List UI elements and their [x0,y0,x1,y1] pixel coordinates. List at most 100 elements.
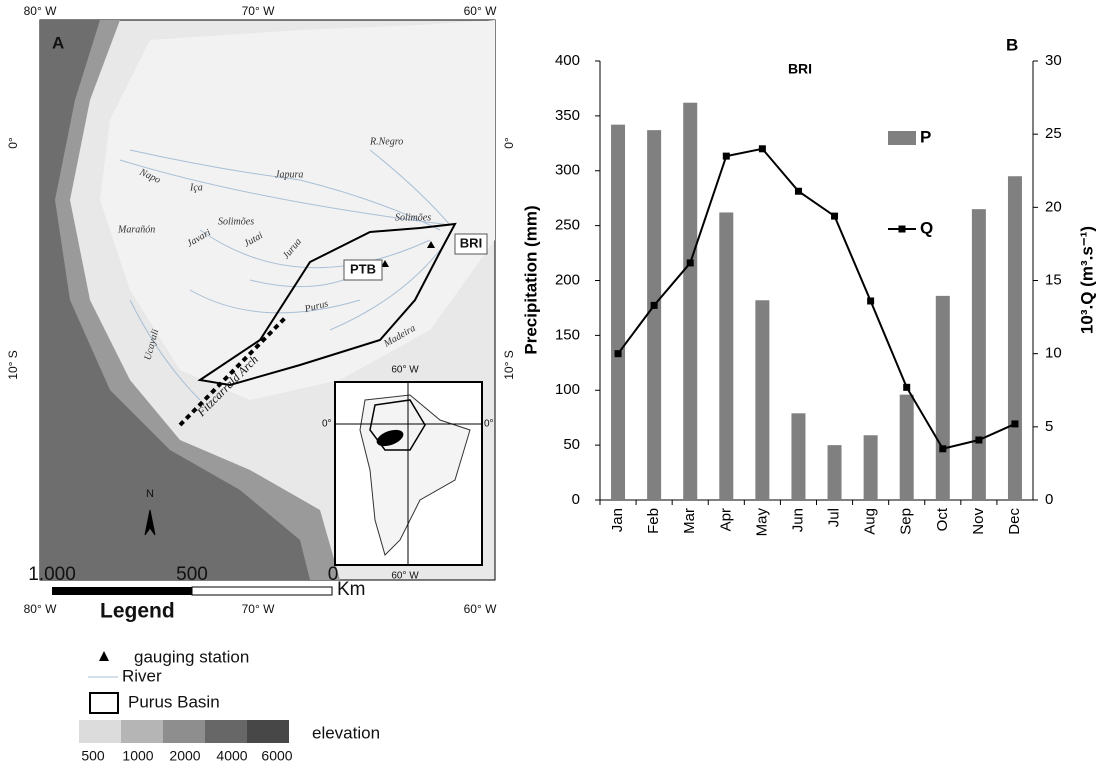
fitzcarrald-arch [178,316,287,427]
marker [614,350,622,358]
inset-label: 0° [322,419,332,430]
map-legend: Legend gauging station River Purus Basin… [79,600,380,764]
legend-station [99,651,109,661]
bar [611,124,626,500]
north-label: N [146,488,154,500]
legend-label: gauging station [134,647,249,666]
legend-title: Legend [100,600,175,623]
bar [647,130,662,500]
y2-axis-title: 10³.Q (m³.s⁻¹) [1077,226,1096,334]
y2-tick-label: 15 [1045,271,1062,288]
y-tick-label: 100 [555,381,580,398]
rivers [119,149,451,401]
x-tick-label: Jan [609,508,626,532]
chart-title: BRI [788,61,812,77]
y-tick-label: 300 [555,162,580,179]
y2-tick-label: 30 [1045,52,1062,69]
station [381,260,389,267]
bar [683,102,698,500]
panel-label: B [1006,35,1018,54]
bar [719,212,734,500]
elevation-class: 2000 [169,748,200,764]
marker [903,383,911,391]
andes-high [40,20,310,580]
amazon-basin [369,399,426,451]
lon-label: 60° W [464,4,497,18]
map: A 80° W 70° W 60° W 80° W 70° W 60° W 0°… [6,4,516,616]
station [427,241,435,248]
marker [686,259,694,267]
legend-label: P [920,127,931,146]
bar [827,445,842,500]
lat-label: 0° [6,137,20,149]
legend-swatch [888,131,916,145]
line [617,147,1016,450]
x-tick-label: Feb [645,508,662,534]
station-label: PTB [350,261,376,276]
bar [1007,176,1022,501]
river-label: Solimões [218,216,254,227]
scale-label: 1.000 [28,564,76,585]
elevation-class: 4000 [216,748,247,764]
marker [939,445,947,453]
legend-elevation [205,720,247,743]
y-tick-label: 50 [563,436,580,453]
elevation-class: 6000 [261,748,292,764]
north-arrow [144,509,156,536]
bar [899,394,914,500]
scale-label: 500 [176,564,208,585]
y-tick-label: 150 [555,326,580,343]
station-box [454,233,488,255]
y-tick-label: 0 [572,491,580,508]
legend-label: Q [920,218,933,237]
lon-label: 60° W [464,602,497,616]
elevation-class: 500 [81,748,105,764]
lon-label: 70° W [242,602,275,616]
y-tick-label: 350 [555,107,580,124]
marker [758,145,766,153]
scale-label: Km [337,579,366,600]
y2-tick-label: 10 [1045,345,1062,362]
y-tick-label: 200 [555,271,580,288]
x-tick-label: May [753,508,770,537]
legend-swatch [898,225,906,233]
river-label: Solimões [395,212,431,223]
legend-basin [89,692,119,714]
x-tick-label: Nov [970,508,987,535]
legend-label: Purus Basin [128,692,220,711]
bar [791,413,806,500]
lat-label: 10° S [502,350,516,379]
lon-label: 70° W [242,4,275,18]
marker [794,187,802,195]
river-label: Iça [189,182,203,193]
y2-tick-label: 5 [1045,418,1053,435]
legend-elevation [247,720,289,743]
bar [971,209,986,500]
panel-label: A [52,33,64,52]
inset-label: 0° [484,419,494,430]
purus-basin [197,222,457,387]
marker [867,297,875,305]
x-tick-label: Dec [1006,508,1023,535]
x-tick-label: Sep [898,508,915,535]
x-tick-label: Jul [826,508,843,527]
lat-label: 10° S [6,350,20,379]
y2-tick-label: 20 [1045,198,1062,215]
x-tick-label: Oct [934,507,951,531]
legend-elevation [163,720,205,743]
scale-label: 0 [328,564,339,585]
scale-bar [191,586,333,596]
legend-elevation [121,720,163,743]
y2-tick-label: 0 [1045,491,1053,508]
scale-bar [52,587,192,595]
bar [755,300,770,500]
purus-inset [376,429,404,447]
x-tick-label: Apr [717,508,734,531]
marker [1011,420,1019,428]
y-tick-label: 250 [555,217,580,234]
legend-label: River [122,666,162,685]
legend-label: elevation [312,723,380,742]
lat-label: 0° [502,137,516,149]
lon-label: 80° W [24,4,57,18]
river-label: Marañón [117,224,155,235]
